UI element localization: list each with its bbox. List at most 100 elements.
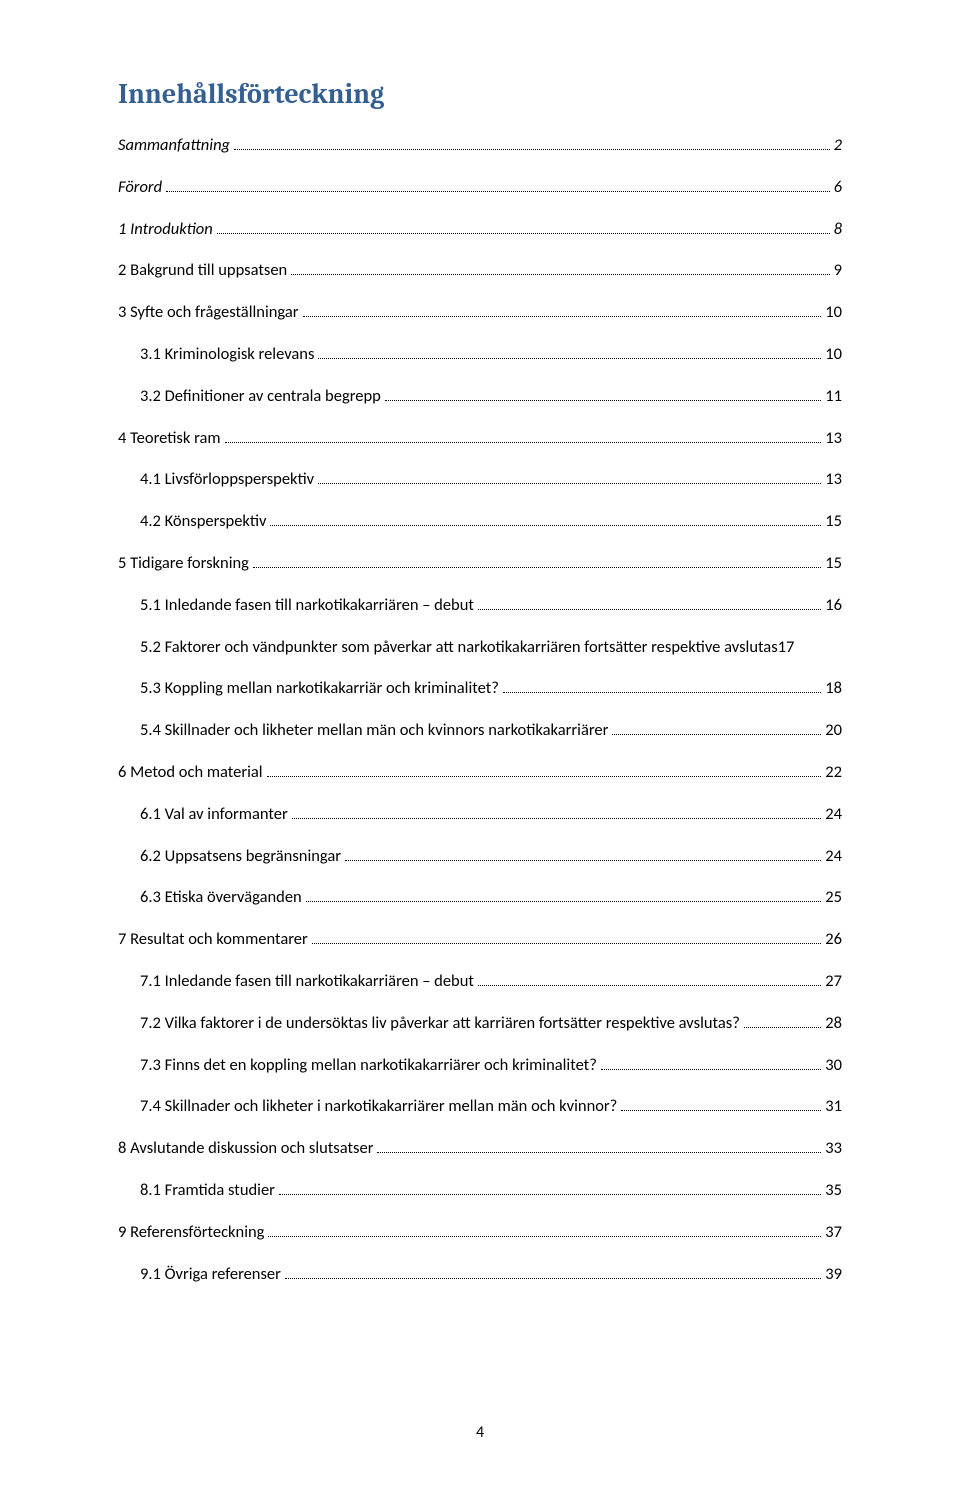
toc-entry[interactable]: 9 Referensförteckning37 xyxy=(118,1223,842,1243)
toc-entry[interactable]: 3.1 Kriminologisk relevans10 xyxy=(140,345,842,365)
page-number: 4 xyxy=(0,1423,960,1442)
toc-entry-label: 9.1 Övriga referenser xyxy=(140,1265,281,1285)
toc-entry-page: 25 xyxy=(825,888,842,908)
toc-entry-page: 24 xyxy=(825,847,842,867)
toc-entry-label: 5.2 Faktorer och vändpunkter som påverka… xyxy=(140,638,778,658)
toc-entry[interactable]: 7.2 Vilka faktorer i de undersöktas liv … xyxy=(140,1014,842,1034)
toc-entry[interactable]: 5.1 Inledande fasen till narkotikakarriä… xyxy=(140,596,842,616)
toc-entry-label: 5.4 Skillnader och likheter mellan män o… xyxy=(140,721,608,741)
toc-entry-label: 6.2 Uppsatsens begränsningar xyxy=(140,847,341,867)
toc-entry-page: 9 xyxy=(834,261,842,281)
toc-entry[interactable]: 5.4 Skillnader och likheter mellan män o… xyxy=(140,721,842,741)
toc-entry-label: 8.1 Framtida studier xyxy=(140,1181,275,1201)
toc-entry-page: 16 xyxy=(825,596,842,616)
toc-entry-page: 20 xyxy=(825,721,842,741)
toc-entry-page: 8 xyxy=(834,220,842,240)
toc-dots xyxy=(318,483,821,484)
toc-entry-page: 13 xyxy=(825,470,842,490)
toc-entry[interactable]: 7.1 Inledande fasen till narkotikakarriä… xyxy=(140,972,842,992)
toc-entry-page: 26 xyxy=(825,930,842,950)
toc-dots xyxy=(234,149,830,150)
toc-entry-label: 6.3 Etiska överväganden xyxy=(140,888,302,908)
toc-entry[interactable]: 9.1 Övriga referenser 39 xyxy=(140,1265,842,1285)
toc-entry-page: 6 xyxy=(834,178,842,198)
toc-entry-page: 17 xyxy=(778,638,795,658)
toc-entry[interactable]: 6.3 Etiska överväganden 25 xyxy=(140,888,842,908)
toc-entry-label: 4.2 Könsperspektiv xyxy=(140,512,266,532)
toc-entry-page: 22 xyxy=(825,763,842,783)
toc-entry-page: 28 xyxy=(825,1014,842,1034)
toc-dots xyxy=(292,818,822,819)
toc-entry[interactable]: 4.2 Könsperspektiv15 xyxy=(140,512,842,532)
toc-dots xyxy=(291,274,829,275)
toc-title: Innehållsförteckning xyxy=(118,78,842,110)
toc-entry-page: 30 xyxy=(825,1056,842,1076)
toc-entry[interactable]: 5.3 Koppling mellan narkotikakarriär och… xyxy=(140,679,842,699)
toc-entry[interactable]: 5 Tidigare forskning15 xyxy=(118,554,842,574)
toc-dots xyxy=(744,1027,821,1028)
toc-entry-label: 3.1 Kriminologisk relevans xyxy=(140,345,314,365)
toc-entry[interactable]: 8 Avslutande diskussion och slutsatser 33 xyxy=(118,1139,842,1159)
toc-entry-label: 7.3 Finns det en koppling mellan narkoti… xyxy=(140,1056,597,1076)
toc-entry-page: 13 xyxy=(825,429,842,449)
toc-entry-label: 8 Avslutande diskussion och slutsatser xyxy=(118,1139,373,1159)
toc-dots xyxy=(478,609,821,610)
toc-entry[interactable]: Sammanfattning 2 xyxy=(118,136,842,156)
toc-entry[interactable]: 5.2 Faktorer och vändpunkter som påverka… xyxy=(140,638,842,658)
toc-entry-page: 24 xyxy=(825,805,842,825)
toc-entry[interactable]: 2 Bakgrund till uppsatsen 9 xyxy=(118,261,842,281)
toc-entry-page: 37 xyxy=(825,1223,842,1243)
toc-entry-label: 6.1 Val av informanter xyxy=(140,805,288,825)
toc-dots xyxy=(345,860,821,861)
toc-dots xyxy=(267,776,822,777)
toc-entry[interactable]: 6 Metod och material22 xyxy=(118,763,842,783)
toc-entry-page: 2 xyxy=(834,136,842,156)
toc-dots xyxy=(385,400,821,401)
toc-dots xyxy=(166,191,830,192)
toc-entry[interactable]: Förord 6 xyxy=(118,178,842,198)
toc-entry[interactable]: 1 Introduktion 8 xyxy=(118,220,842,240)
toc-entry[interactable]: 4 Teoretisk ram13 xyxy=(118,429,842,449)
toc-entry-page: 33 xyxy=(825,1139,842,1159)
toc-entry-label: 5.1 Inledande fasen till narkotikakarriä… xyxy=(140,596,474,616)
toc-dots xyxy=(478,985,821,986)
toc-entry-label: 7.1 Inledande fasen till narkotikakarriä… xyxy=(140,972,474,992)
toc-dots xyxy=(318,358,821,359)
toc-entry-page: 27 xyxy=(825,972,842,992)
toc-entry-label: 2 Bakgrund till uppsatsen xyxy=(118,261,287,281)
toc-entry-label: Sammanfattning xyxy=(118,136,230,156)
toc-dots xyxy=(285,1278,821,1279)
toc-dots xyxy=(303,316,822,317)
toc-entry-label: 7 Resultat och kommentarer xyxy=(118,930,308,950)
toc-entry[interactable]: 7.4 Skillnader och likheter i narkotikak… xyxy=(140,1097,842,1117)
toc-dots xyxy=(612,734,821,735)
toc-entry-page: 39 xyxy=(825,1265,842,1285)
toc-entry-label: Förord xyxy=(118,178,162,198)
toc-entry-label: 1 Introduktion xyxy=(118,220,213,240)
toc-entry-page: 31 xyxy=(825,1097,842,1117)
toc-dots xyxy=(312,943,822,944)
toc-dots xyxy=(503,692,821,693)
toc-entry[interactable]: 3.2 Definitioner av centrala begrepp 11 xyxy=(140,387,842,407)
toc-entry[interactable]: 4.1 Livsförloppsperspektiv 13 xyxy=(140,470,842,490)
toc-dots xyxy=(377,1152,821,1153)
toc-entry[interactable]: 3 Syfte och frågeställningar 10 xyxy=(118,303,842,323)
toc-entry-page: 10 xyxy=(825,303,842,323)
toc-dots xyxy=(268,1236,821,1237)
toc-entry-page: 35 xyxy=(825,1181,842,1201)
toc-dots xyxy=(225,442,822,443)
toc-entry-label: 7.4 Skillnader och likheter i narkotikak… xyxy=(140,1097,617,1117)
toc-entry[interactable]: 7.3 Finns det en koppling mellan narkoti… xyxy=(140,1056,842,1076)
toc-entry-page: 15 xyxy=(825,554,842,574)
toc-entry[interactable]: 8.1 Framtida studier 35 xyxy=(140,1181,842,1201)
toc-dots xyxy=(279,1194,821,1195)
toc-entry[interactable]: 6.1 Val av informanter 24 xyxy=(140,805,842,825)
toc-dots xyxy=(621,1110,821,1111)
toc-entry[interactable]: 7 Resultat och kommentarer 26 xyxy=(118,930,842,950)
toc-entry[interactable]: 6.2 Uppsatsens begränsningar 24 xyxy=(140,847,842,867)
toc-entry-label: 3.2 Definitioner av centrala begrepp xyxy=(140,387,381,407)
toc-entry-label: 4.1 Livsförloppsperspektiv xyxy=(140,470,314,490)
toc-entry-page: 11 xyxy=(825,387,842,407)
toc-entry-page: 18 xyxy=(825,679,842,699)
toc-entry-label: 3 Syfte och frågeställningar xyxy=(118,303,299,323)
